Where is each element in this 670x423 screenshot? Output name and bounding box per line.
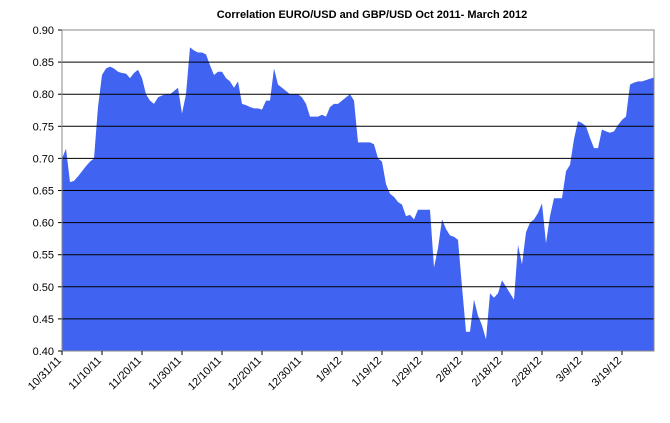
y-tick-label: 0.55 [33, 250, 54, 262]
x-tick-label: 1/29/12 [390, 355, 424, 389]
y-tick-label: 0.85 [33, 57, 54, 69]
x-tick-label: 11/10/11 [67, 355, 105, 393]
y-tick-label: 0.75 [33, 121, 54, 133]
plot-border [61, 29, 655, 352]
y-tick-label: 0.50 [33, 282, 54, 294]
x-tick-label: 12/20/11 [226, 355, 264, 393]
y-tick-label: 0.90 [33, 25, 54, 37]
y-tick-label: 0.70 [33, 153, 54, 165]
y-tick-label: 0.65 [33, 186, 54, 198]
x-tick-label: 12/10/11 [186, 355, 224, 393]
area [62, 47, 654, 352]
x-tick-label: 1/9/12 [314, 355, 344, 385]
x-tick-label: 1/19/12 [350, 355, 384, 389]
y-tick-label: 0.45 [33, 314, 54, 326]
x-tick-label: 3/9/12 [554, 355, 584, 385]
x-tick-label: 3/19/12 [590, 355, 624, 389]
y-tick-label: 0.60 [33, 218, 54, 230]
y-tick-label: 0.80 [33, 89, 54, 101]
x-tick-label: 11/30/11 [147, 355, 185, 393]
x-tick-label: 10/31/11 [26, 355, 64, 393]
x-tick-label: 2/8/12 [434, 355, 464, 385]
y-tick-label: 0.40 [33, 346, 54, 358]
x-tick-label: 12/30/11 [266, 355, 304, 393]
chart-title: Correlation EURO/USD and GBP/USD Oct 201… [217, 9, 528, 21]
x-tick-label: 2/28/12 [510, 355, 544, 389]
x-tick-label: 11/20/11 [107, 355, 145, 393]
x-tick-label: 2/18/12 [470, 355, 504, 389]
